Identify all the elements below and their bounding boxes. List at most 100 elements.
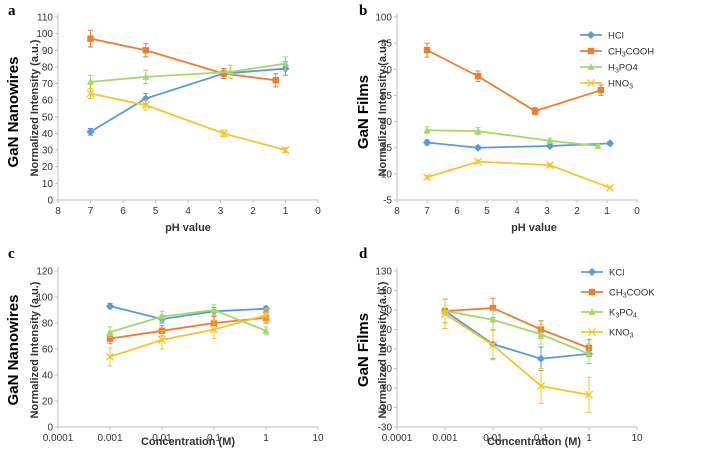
x-tick-label: 8: [55, 206, 61, 217]
legend-entry: CH3COOK: [609, 288, 655, 300]
x-tick-label: 0.0001: [43, 433, 74, 444]
data-point: [141, 101, 150, 110]
legend: KCl CH3COOK K3PO4 KNO3: [581, 268, 655, 340]
series-line: [90, 92, 286, 151]
data-point: [86, 78, 95, 85]
series-line: [444, 310, 590, 355]
x-tick-label: 8: [394, 206, 400, 217]
y-tick-label: 40: [42, 129, 54, 140]
y-tick-label: 90: [381, 306, 393, 317]
y-axis-label: Normalized Intensity (a.u.): [377, 281, 389, 418]
data-point: [423, 46, 431, 54]
series-CH3COOK: [106, 312, 270, 345]
y-tick-label: 100: [375, 13, 392, 24]
series-line: [444, 310, 590, 360]
row-label: GaN Films: [355, 313, 372, 387]
y-tick-label: 110: [37, 13, 53, 24]
y-tick-label: 20: [42, 397, 54, 408]
legend-entry: KNO3: [609, 328, 634, 340]
x-tick-label: 0: [634, 206, 640, 217]
y-tick-label: -5: [383, 196, 392, 207]
x-tick-label: 1: [586, 433, 592, 444]
data-point: [488, 341, 498, 350]
y-tick-label: 85: [381, 39, 393, 50]
x-axis-label: Concentration (M): [141, 436, 235, 448]
series-HCl: [422, 138, 615, 152]
legend-entry: KCl: [609, 268, 624, 279]
legend-marker: [588, 308, 596, 315]
y-tick-label: 25: [381, 143, 393, 154]
data-point: [605, 183, 615, 192]
data-point: [536, 354, 546, 363]
data-point: [262, 327, 270, 334]
data-point: [594, 142, 602, 149]
data-point: [423, 126, 431, 134]
data-point: [87, 35, 94, 42]
data-point: [537, 330, 545, 338]
data-point: [546, 137, 554, 144]
legend-entry: CH3COOH: [608, 47, 654, 59]
series-line: [426, 160, 611, 189]
data-point: [210, 306, 218, 313]
y-tick-label: 0: [47, 196, 53, 207]
legend-entry: K3PO4: [609, 308, 637, 320]
legend-marker: [587, 267, 597, 277]
y-axis-label: Normalized Intensity (a.u.): [377, 39, 389, 176]
legend-entry: HCl: [608, 31, 624, 42]
y-tick-label: 55: [381, 91, 393, 102]
data-point: [105, 302, 115, 311]
panel-label: a: [8, 3, 16, 19]
data-point: [142, 47, 149, 54]
data-point: [531, 107, 539, 115]
y-tick-label: 80: [42, 62, 54, 73]
x-axis-label: Concentration (M): [487, 436, 581, 448]
series-line: [426, 129, 599, 147]
y-tick-label: 50: [381, 345, 393, 356]
y-tick-label: 10: [381, 384, 393, 395]
y-tick-label: 10: [42, 179, 54, 190]
data-point: [440, 309, 450, 318]
series-KNO3: [440, 298, 594, 413]
x-axis-label: pH value: [511, 222, 557, 234]
y-tick-label: -30: [378, 423, 393, 434]
x-tick-label: 6: [120, 206, 126, 217]
y-tick-label: 10: [381, 169, 393, 180]
data-point: [489, 316, 497, 323]
y-tick-label: 20: [42, 162, 54, 173]
data-point: [209, 325, 219, 334]
panel-label: b: [359, 3, 367, 19]
x-tick-label: 3: [544, 206, 550, 217]
x-tick-label: 1: [604, 206, 610, 217]
y-tick-label: 60: [42, 96, 54, 107]
series-line: [109, 305, 267, 321]
x-tick-label: 1: [283, 206, 289, 217]
legend: HCl CH3COOH H3PO4 HNO3: [580, 31, 654, 91]
data-point: [584, 390, 594, 399]
y-tick-label: 80: [42, 319, 54, 330]
data-point: [86, 127, 95, 136]
data-point: [106, 328, 114, 335]
legend-marker: [586, 78, 596, 88]
data-point: [105, 352, 115, 361]
data-point: [585, 350, 593, 357]
x-tick-label: 10: [312, 433, 324, 444]
data-point: [261, 311, 271, 320]
y-tick-label: 130: [375, 267, 392, 278]
data-point: [281, 146, 290, 155]
series-H3PO4: [423, 126, 602, 149]
chart-panel-c: 0 20 40 60 80 100 120 0.0001 0.001 0.01 0.1 1 10 Conc…: [5, 246, 324, 448]
series-CH3COOH: [87, 29, 279, 88]
legend-marker: [587, 327, 597, 337]
data-point: [597, 87, 605, 94]
data-point: [219, 129, 228, 138]
series-line: [90, 37, 276, 82]
y-tick-label: 30: [381, 364, 393, 375]
series-HNO3: [422, 157, 615, 192]
y-tick-label: 60: [42, 345, 54, 356]
series-line: [90, 67, 286, 133]
series-K3PO4: [106, 304, 270, 338]
legend-marker: [587, 47, 595, 55]
data-point: [281, 59, 290, 67]
